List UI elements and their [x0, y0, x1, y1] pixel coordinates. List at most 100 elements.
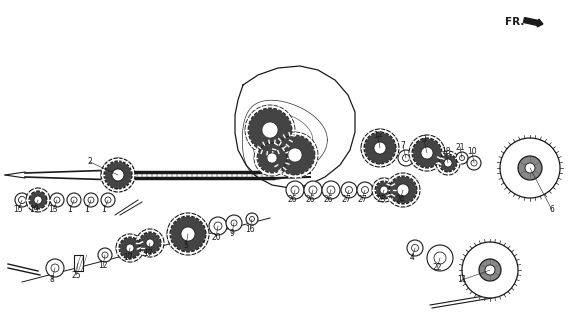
Circle shape: [98, 248, 112, 262]
Text: 26: 26: [323, 196, 333, 204]
Circle shape: [456, 152, 468, 164]
Circle shape: [226, 215, 242, 231]
Circle shape: [398, 150, 414, 166]
Text: 11: 11: [457, 276, 467, 284]
Circle shape: [374, 142, 386, 154]
Circle shape: [485, 265, 495, 275]
Text: 24: 24: [395, 196, 405, 204]
Text: 21: 21: [455, 142, 465, 151]
Circle shape: [427, 245, 453, 271]
Circle shape: [105, 197, 111, 203]
Circle shape: [462, 242, 518, 298]
Text: 26: 26: [305, 196, 315, 204]
Text: 5: 5: [184, 241, 188, 250]
Circle shape: [362, 187, 369, 194]
Circle shape: [51, 264, 59, 272]
Circle shape: [364, 132, 396, 164]
Circle shape: [181, 227, 195, 241]
Text: 7: 7: [401, 141, 405, 150]
Text: 14: 14: [373, 132, 383, 140]
Text: 1: 1: [102, 205, 106, 214]
Text: 19: 19: [29, 205, 39, 214]
Circle shape: [402, 155, 409, 162]
Circle shape: [361, 129, 399, 167]
Circle shape: [139, 232, 161, 254]
Circle shape: [525, 163, 535, 173]
Circle shape: [136, 229, 164, 257]
Text: 13: 13: [48, 205, 58, 214]
Circle shape: [248, 108, 292, 152]
Circle shape: [126, 244, 134, 252]
Circle shape: [112, 169, 124, 181]
Circle shape: [357, 182, 373, 198]
Circle shape: [119, 237, 141, 259]
Circle shape: [116, 234, 144, 262]
Circle shape: [372, 178, 396, 202]
Text: 25: 25: [71, 270, 81, 279]
Circle shape: [254, 140, 290, 176]
Text: 12: 12: [98, 261, 108, 270]
Circle shape: [439, 154, 457, 172]
Circle shape: [46, 259, 64, 277]
Text: 23: 23: [376, 196, 386, 204]
Circle shape: [375, 181, 393, 199]
Circle shape: [71, 197, 77, 203]
Text: 8: 8: [49, 276, 55, 284]
Circle shape: [250, 217, 254, 221]
Text: 2: 2: [88, 157, 92, 166]
Circle shape: [50, 193, 64, 207]
Text: 15: 15: [13, 205, 23, 214]
Circle shape: [146, 239, 154, 247]
Circle shape: [34, 196, 42, 204]
Text: 1: 1: [84, 205, 90, 214]
Circle shape: [54, 197, 60, 203]
Circle shape: [412, 138, 442, 168]
Circle shape: [386, 173, 420, 207]
Circle shape: [167, 213, 209, 255]
Circle shape: [421, 147, 433, 159]
Circle shape: [322, 181, 340, 199]
Text: 17: 17: [123, 253, 133, 262]
Circle shape: [88, 197, 94, 203]
Circle shape: [286, 181, 304, 199]
Circle shape: [434, 252, 446, 264]
Circle shape: [479, 259, 501, 281]
Circle shape: [389, 176, 417, 204]
Circle shape: [257, 143, 287, 173]
Circle shape: [412, 244, 418, 252]
Circle shape: [84, 193, 98, 207]
Circle shape: [102, 252, 108, 258]
Circle shape: [397, 184, 409, 196]
Text: 27: 27: [357, 196, 367, 204]
Text: 27: 27: [341, 196, 351, 204]
Circle shape: [444, 159, 452, 167]
Circle shape: [104, 161, 132, 189]
Circle shape: [518, 156, 542, 180]
Text: 9: 9: [230, 228, 234, 237]
Text: 3: 3: [421, 135, 426, 145]
Circle shape: [231, 220, 237, 226]
Circle shape: [380, 186, 388, 194]
Text: 1: 1: [68, 205, 72, 214]
Circle shape: [29, 191, 47, 209]
Circle shape: [346, 187, 352, 194]
Circle shape: [500, 138, 560, 198]
FancyArrow shape: [523, 18, 543, 27]
Circle shape: [341, 182, 357, 198]
Circle shape: [170, 216, 206, 252]
Text: 20: 20: [211, 233, 221, 242]
Text: FR.: FR.: [505, 17, 525, 27]
Circle shape: [275, 135, 315, 175]
Text: 17: 17: [143, 249, 153, 258]
Circle shape: [26, 188, 50, 212]
Circle shape: [246, 213, 258, 225]
Text: 16: 16: [245, 225, 255, 234]
Circle shape: [409, 135, 445, 171]
Circle shape: [67, 193, 81, 207]
Circle shape: [407, 240, 423, 256]
Circle shape: [267, 153, 277, 163]
Circle shape: [467, 156, 481, 170]
Circle shape: [262, 122, 278, 138]
Circle shape: [436, 151, 460, 175]
Bar: [73, 255, 83, 271]
